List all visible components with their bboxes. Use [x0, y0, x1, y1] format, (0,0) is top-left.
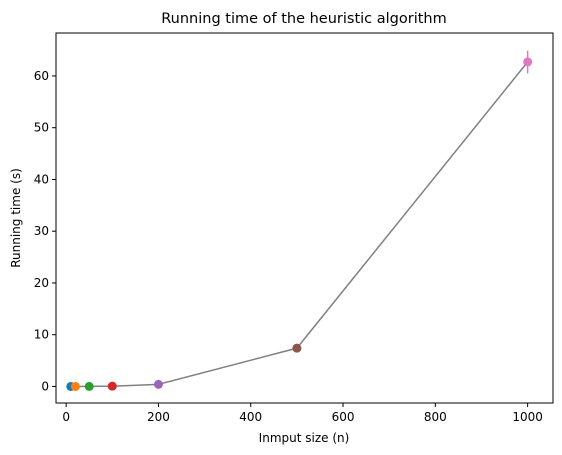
- y-tick-label: 40: [34, 172, 49, 186]
- x-tick-label: 400: [239, 410, 262, 424]
- data-point: [292, 343, 302, 353]
- x-tick-label: 800: [424, 410, 447, 424]
- x-axis: 0 200 400 600 800 1000: [62, 403, 543, 424]
- data-point: [153, 379, 163, 389]
- data-point: [84, 381, 94, 391]
- x-tick-label: 1000: [512, 410, 543, 424]
- x-axis-title: Inmput size (n): [259, 431, 350, 445]
- y-axis: 0 10 20 30 40 50 60: [34, 69, 56, 393]
- x-tick-label: 200: [147, 410, 170, 424]
- chart-title: Running time of the heuristic algorithm: [161, 11, 447, 27]
- data-point: [107, 381, 117, 391]
- plot-area-frame: [55, 32, 554, 404]
- y-tick-label: 10: [34, 328, 49, 342]
- series-line: [70, 61, 529, 388]
- y-tick-label: 20: [34, 276, 49, 290]
- x-tick-label: 600: [332, 410, 355, 424]
- data-point: [523, 57, 533, 67]
- y-axis-title: Running time (s): [9, 168, 23, 268]
- y-tick-label: 30: [34, 224, 49, 238]
- data-point: [70, 381, 80, 391]
- x-tick-label: 0: [62, 410, 70, 424]
- series-layer: [66, 50, 533, 391]
- y-tick-label: 50: [34, 121, 49, 135]
- y-tick-label: 60: [34, 69, 49, 83]
- y-tick-label: 0: [41, 379, 49, 393]
